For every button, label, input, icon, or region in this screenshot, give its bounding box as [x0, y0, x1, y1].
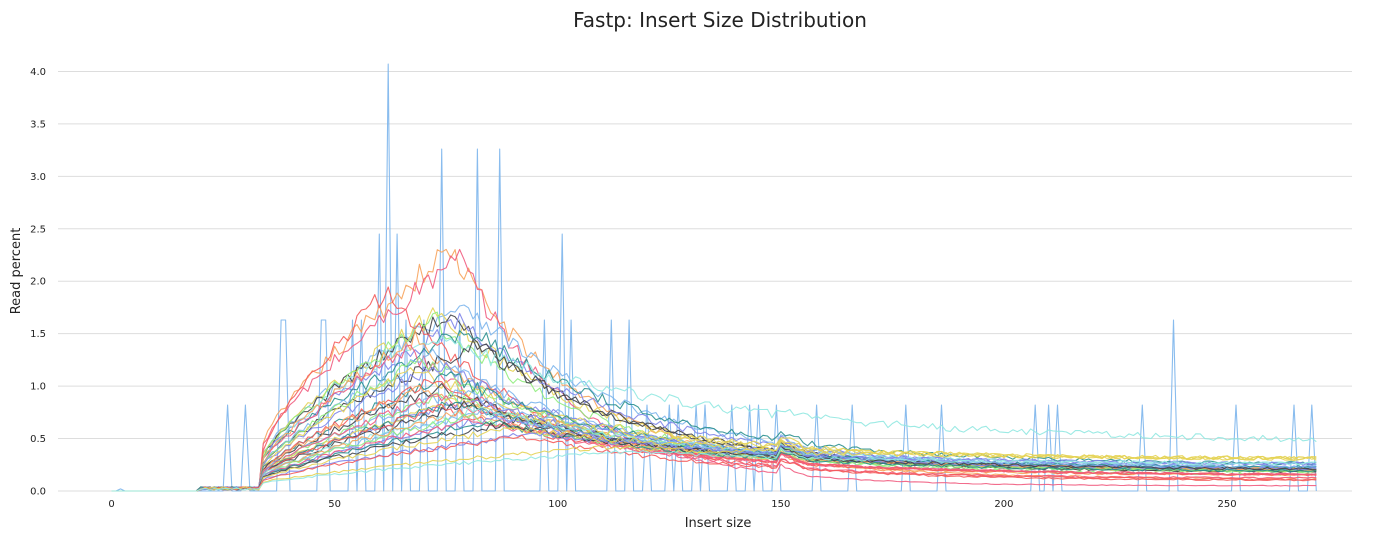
series-lines [111, 63, 1317, 492]
chart-title: Fastp: Insert Size Distribution [573, 8, 867, 32]
y-tick-label: 3.0 [30, 172, 46, 183]
y-tick-label: 1.5 [30, 329, 46, 340]
y-tick-labels: 0.0 0.5 1.0 1.5 2.0 2.5 3.0 3.5 4.0 [30, 67, 46, 498]
x-tick-label: 0 [108, 499, 114, 510]
series-line [111, 427, 1317, 492]
series-line [111, 434, 1317, 492]
y-tick-label: 2.0 [30, 277, 46, 288]
series-line [111, 432, 1317, 492]
y-tick-label: 0.0 [30, 487, 46, 498]
y-tick-label: 4.0 [30, 67, 46, 78]
y-tick-label: 2.5 [30, 224, 46, 235]
series-line [111, 344, 1317, 492]
series-line [111, 63, 1317, 492]
x-tick-label: 100 [548, 499, 567, 510]
x-axis-label: Insert size [685, 516, 752, 531]
series-line [111, 335, 1317, 492]
y-tick-label: 1.0 [30, 382, 46, 393]
series-line [111, 447, 1317, 492]
series-line [111, 367, 1317, 492]
x-tick-label: 50 [328, 499, 341, 510]
x-tick-label: 200 [994, 499, 1013, 510]
y-tick-label: 3.5 [30, 119, 46, 130]
y-axis-label: Read percent [9, 228, 24, 315]
x-tick-labels: 0 50 100 150 200 250 [108, 499, 1236, 510]
series-line [111, 419, 1317, 492]
x-tick-label: 250 [1218, 499, 1237, 510]
y-tick-label: 0.5 [30, 434, 46, 445]
series-line [111, 440, 1317, 492]
series-line [111, 397, 1317, 492]
series-line [111, 406, 1317, 492]
x-tick-label: 150 [771, 499, 790, 510]
